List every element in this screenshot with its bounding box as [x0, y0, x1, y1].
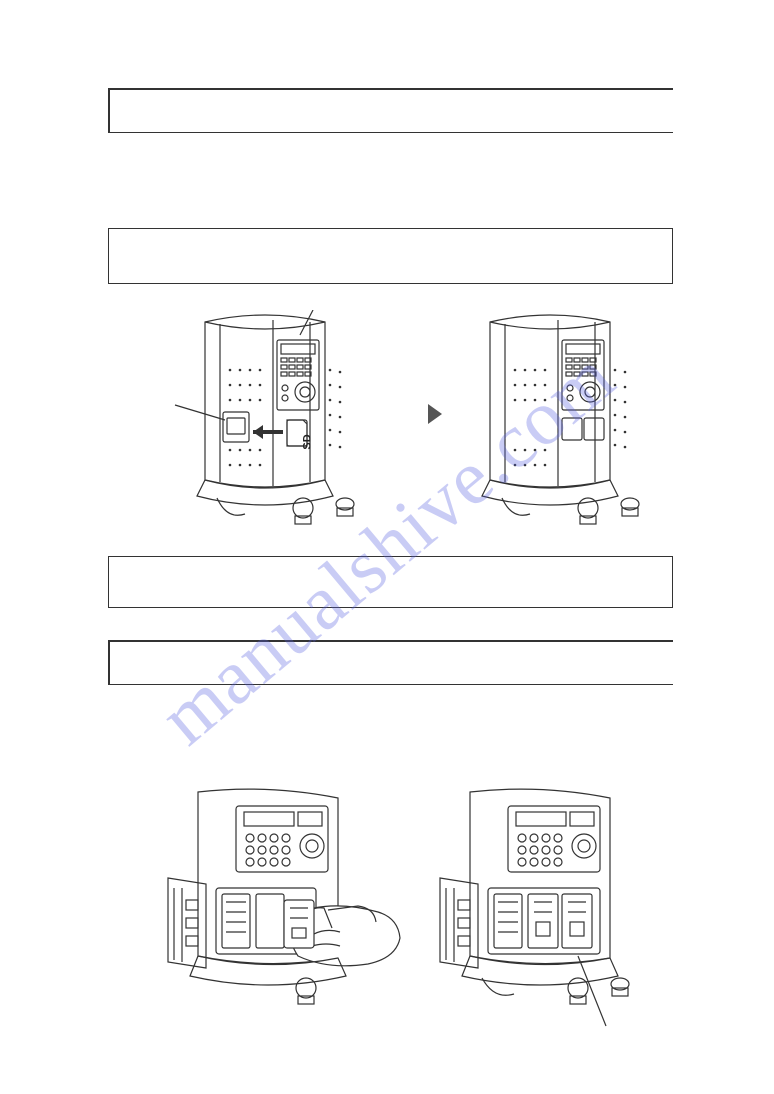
device-illustration-top-right [450, 310, 670, 540]
mid-section-rule [108, 640, 673, 684]
sd-card-label: SD [302, 434, 314, 449]
device-illustration-bottom-left [128, 788, 408, 1038]
callout-box-2 [108, 556, 673, 608]
manual-page: manualshive.com [0, 0, 774, 1094]
device-illustration-bottom-right [410, 788, 670, 1048]
callout-box-1 [108, 228, 673, 284]
device-illustration-top-left [145, 310, 385, 540]
sequence-arrow-icon [428, 404, 442, 424]
top-section-rule [108, 88, 673, 132]
top-section-rule-bottom [108, 132, 673, 133]
mid-section-rule-bottom [108, 684, 673, 685]
